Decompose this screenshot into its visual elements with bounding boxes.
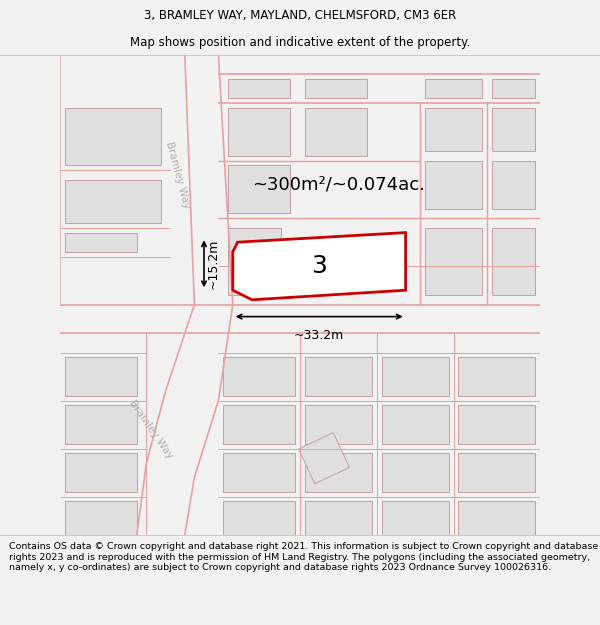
Bar [305, 107, 367, 156]
Text: ~33.2m: ~33.2m [294, 329, 344, 342]
Bar [458, 501, 535, 535]
Bar [458, 357, 535, 396]
Bar [65, 180, 161, 223]
Bar [492, 107, 535, 151]
Bar [305, 79, 367, 98]
Text: ~15.2m: ~15.2m [206, 239, 220, 289]
Bar [382, 453, 449, 492]
Bar [228, 79, 290, 98]
Bar [65, 406, 137, 444]
Bar [65, 232, 137, 252]
Text: 3: 3 [311, 254, 327, 278]
Text: Map shows position and indicative extent of the property.: Map shows position and indicative extent… [130, 36, 470, 49]
Bar [65, 357, 137, 396]
Polygon shape [233, 232, 406, 300]
Bar [382, 501, 449, 535]
Bar [458, 453, 535, 492]
Text: Bramley Way: Bramley Way [127, 398, 175, 461]
Text: Bramley Way: Bramley Way [164, 141, 191, 209]
Bar [305, 357, 372, 396]
Bar [305, 501, 372, 535]
Bar [228, 107, 290, 156]
Bar [492, 161, 535, 209]
Bar [65, 107, 161, 166]
Bar [305, 453, 372, 492]
Bar [228, 166, 290, 213]
Bar [228, 228, 281, 295]
Bar [492, 79, 535, 98]
Bar [65, 501, 137, 535]
Bar [382, 406, 449, 444]
Bar [223, 501, 295, 535]
Bar [425, 228, 482, 295]
Bar [425, 107, 482, 151]
Bar [458, 406, 535, 444]
Bar [223, 406, 295, 444]
Bar [298, 432, 350, 484]
Bar [65, 453, 137, 492]
Bar [223, 453, 295, 492]
Text: ~300m²/~0.074ac.: ~300m²/~0.074ac. [252, 176, 425, 194]
Text: 3, BRAMLEY WAY, MAYLAND, CHELMSFORD, CM3 6ER: 3, BRAMLEY WAY, MAYLAND, CHELMSFORD, CM3… [144, 9, 456, 22]
Bar [305, 406, 372, 444]
Bar [223, 357, 295, 396]
Bar [382, 357, 449, 396]
Text: Contains OS data © Crown copyright and database right 2021. This information is : Contains OS data © Crown copyright and d… [9, 542, 598, 572]
Bar [492, 228, 535, 295]
Bar [425, 79, 482, 98]
Bar [425, 161, 482, 209]
